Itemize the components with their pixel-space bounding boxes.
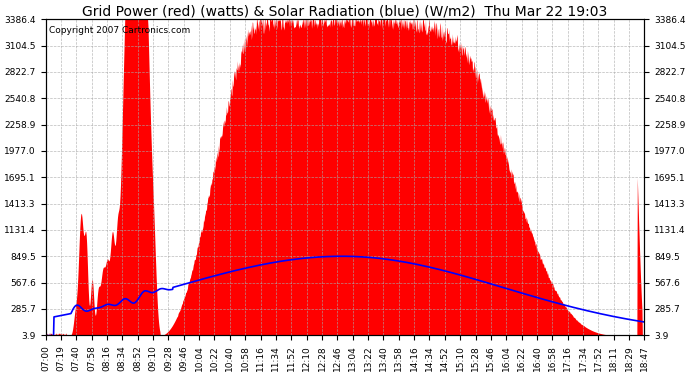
Title: Grid Power (red) (watts) & Solar Radiation (blue) (W/m2)  Thu Mar 22 19:03: Grid Power (red) (watts) & Solar Radiati… — [82, 4, 608, 18]
Text: Copyright 2007 Cartronics.com: Copyright 2007 Cartronics.com — [48, 26, 190, 34]
